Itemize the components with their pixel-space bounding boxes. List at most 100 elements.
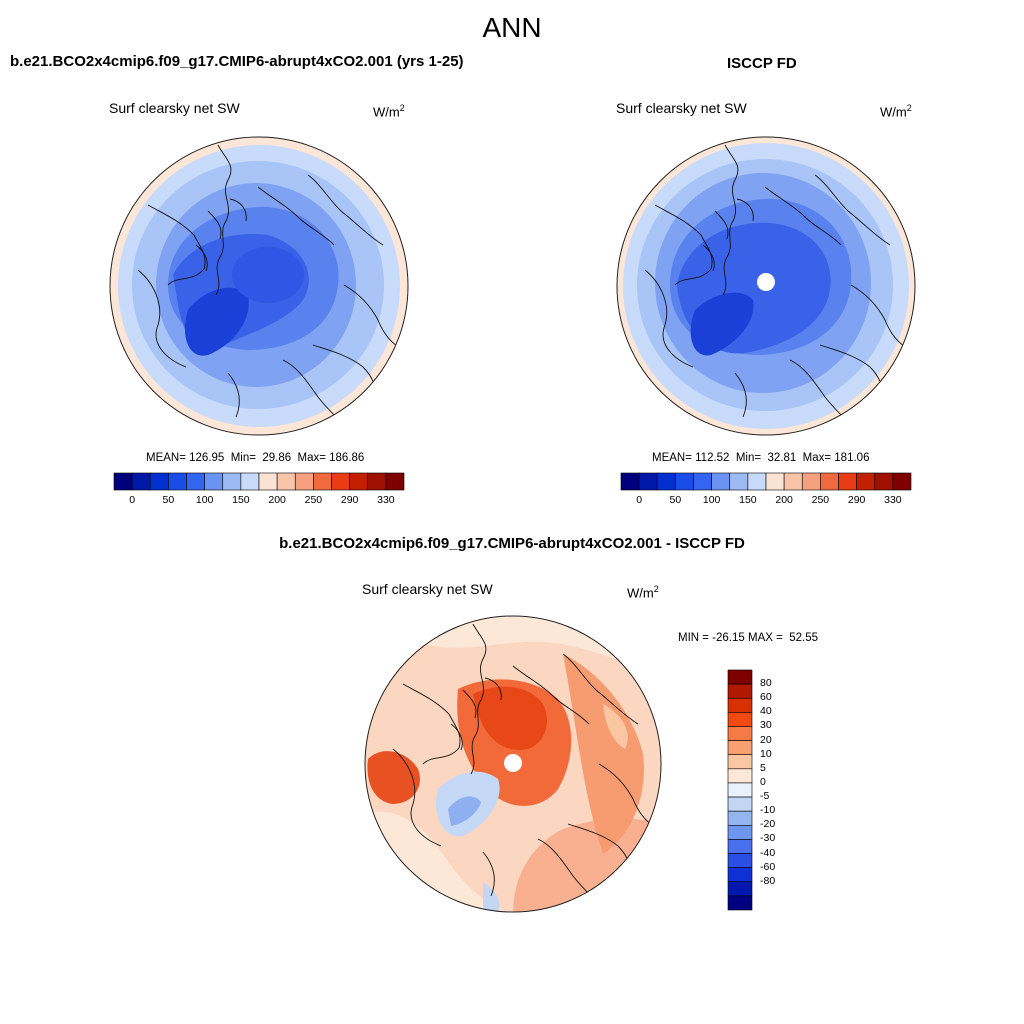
diff-colorbar-swatch [727,796,753,812]
panel2-colorbar [620,472,912,491]
panel2-colorbar-swatch [820,472,839,491]
panel1-colorbar-swatch [276,472,296,491]
diff-title: b.e21.BCO2x4cmip6.f09_g17.CMIP6-abrupt4x… [279,535,745,552]
diff-colorbar-ticks: 80 60 40 30 20 10 5 0 -5 -10 -20 -30 -40 -60 -80 [758,669,798,911]
diff-colorbar-tick-label: -40 [760,846,776,859]
diff-colorbar-swatch [727,782,753,798]
panel2-colorbar-swatch [892,472,912,491]
panel1-colorbar-ticks: 0 50 100 150 200 250 290 330 [113,494,405,510]
panel1-colorbar-swatch [240,472,260,491]
diff-colorbar-tick-label: -80 [760,874,776,887]
diff-colorbar-swatch [727,683,753,699]
panel2-colorbar-swatch [747,472,767,491]
panel1-colorbar-tick-label: 100 [195,494,214,506]
diff-colorbar-swatch [727,754,753,770]
panel2-colorbar-swatch [801,472,821,491]
panel1-colorbar-swatch [168,472,187,491]
diff-colorbar-tick-label: 80 [760,677,772,690]
panel1-colorbar-swatch [204,472,224,491]
panel1-colorbar-swatch [385,472,405,491]
panel2-colorbar-swatch [729,472,749,491]
diff-colorbar-tick-label: 60 [760,691,772,704]
diff-colorbar-tick-label: -20 [760,818,776,831]
diff-colorbar-tick-label: 20 [760,733,772,746]
panel2-colorbar-swatch [620,472,640,491]
diff-colorbar-swatch [727,867,753,883]
panel1-colorbar-swatch [313,472,332,491]
panel1-colorbar-swatch [222,472,242,491]
diff-colorbar-tick-label: -60 [760,860,776,873]
panel1-colorbar [113,472,405,491]
panel1-colorbar-swatch [113,472,133,491]
panel1-colorbar-swatch [294,472,314,491]
diff-colorbar-swatch [727,697,753,713]
panel1-variable-label: Surf clearsky net SW [109,100,240,116]
panel1-colorbar-tick-label: 290 [340,494,359,506]
diff-colorbar-swatch [727,853,753,868]
panel1-colorbar-swatch [258,472,278,491]
panel2-colorbar-swatch [783,472,803,491]
diff-colorbar-swatch [727,881,753,897]
panel2-colorbar-swatch [874,472,894,491]
diff-colorbar-tick-label: 0 [760,775,766,788]
diff-colorbar-swatch [727,810,753,826]
panel2-colorbar-tick-label: 250 [811,494,830,506]
diff-colorbar-tick-label: -30 [760,832,776,845]
diff-polar-map [364,615,662,913]
panel1-colorbar-tick-label: 250 [304,494,323,506]
panel2-colorbar-tick-label: 200 [775,494,793,506]
panel2-colorbar-ticks: 0 50 100 150 200 250 290 330 [620,494,912,510]
panel2-colorbar-tick-label: 330 [884,494,902,506]
panel2-polar-map [616,136,916,436]
diff-colorbar-tick-label: -5 [760,790,770,803]
panel2-colorbar-swatch [656,472,676,491]
diff-colorbar-tick-label: 40 [760,705,772,718]
panel1-colorbar-swatch [149,472,169,491]
panel1-colorbar-swatch [349,472,369,491]
panel2-colorbar-tick-label: 50 [669,494,682,506]
panel1-colorbar-tick-label: 50 [162,494,175,506]
diff-colorbar-swatch [727,712,753,727]
panel2-colorbar-tick-label: 100 [702,494,721,506]
pole-hole [757,273,775,291]
diff-colorbar [727,669,753,911]
diff-colorbar-swatch [727,726,753,741]
panel2-units-label: W/m2 [880,103,912,120]
diff-colorbar-swatch [727,895,753,911]
panel1-colorbar-swatch [186,472,205,491]
panel2-colorbar-swatch [693,472,712,491]
panel2-colorbar-tick-label: 150 [739,494,757,506]
diff-colorbar-swatch [727,824,753,840]
diff-variable-label: Surf clearsky net SW [362,581,493,597]
diff-units-label: W/m2 [627,584,659,601]
panel1-colorbar-tick-label: 150 [232,494,250,506]
panel1-colorbar-tick-label: 330 [377,494,395,506]
panel2-colorbar-swatch [765,472,785,491]
diff-colorbar-tick-label: 30 [760,719,772,732]
panel1-colorbar-tick-label: 200 [268,494,286,506]
panel2-colorbar-swatch [675,472,694,491]
page-title: ANN [482,12,542,43]
panel2-colorbar-swatch [856,472,876,491]
diff-colorbar-swatch [727,768,753,784]
panel1-case-title: b.e21.BCO2x4cmip6.f09_g17.CMIP6-abrupt4x… [10,53,464,70]
panel1-polar-map [109,136,409,436]
panel2-case-title: ISCCP FD [727,55,797,72]
diff-colorbar-swatch [727,669,753,685]
diff-colorbar-tick-label: 5 [760,761,766,774]
panel2-colorbar-swatch [838,472,857,491]
panel1-stats: MEAN= 126.95 Min= 29.86 Max= 186.86 [146,452,365,464]
panel2-colorbar-tick-label: 0 [636,494,643,506]
diff-pole-hole [504,754,522,772]
panel1-units-label: W/m2 [373,103,405,120]
panel2-colorbar-swatch [638,472,658,491]
diff-colorbar-tick-label: -10 [760,804,776,817]
panel1-colorbar-swatch [131,472,151,491]
diff-colorbar-swatch [727,740,753,756]
panel2-variable-label: Surf clearsky net SW [616,100,747,116]
panel2-stats: MEAN= 112.52 Min= 32.81 Max= 181.06 [652,452,870,464]
diff-colorbar-swatch [727,839,753,854]
panel1-colorbar-swatch [331,472,350,491]
diff-colorbar-tick-label: 10 [760,747,772,760]
panel2-colorbar-swatch [711,472,731,491]
